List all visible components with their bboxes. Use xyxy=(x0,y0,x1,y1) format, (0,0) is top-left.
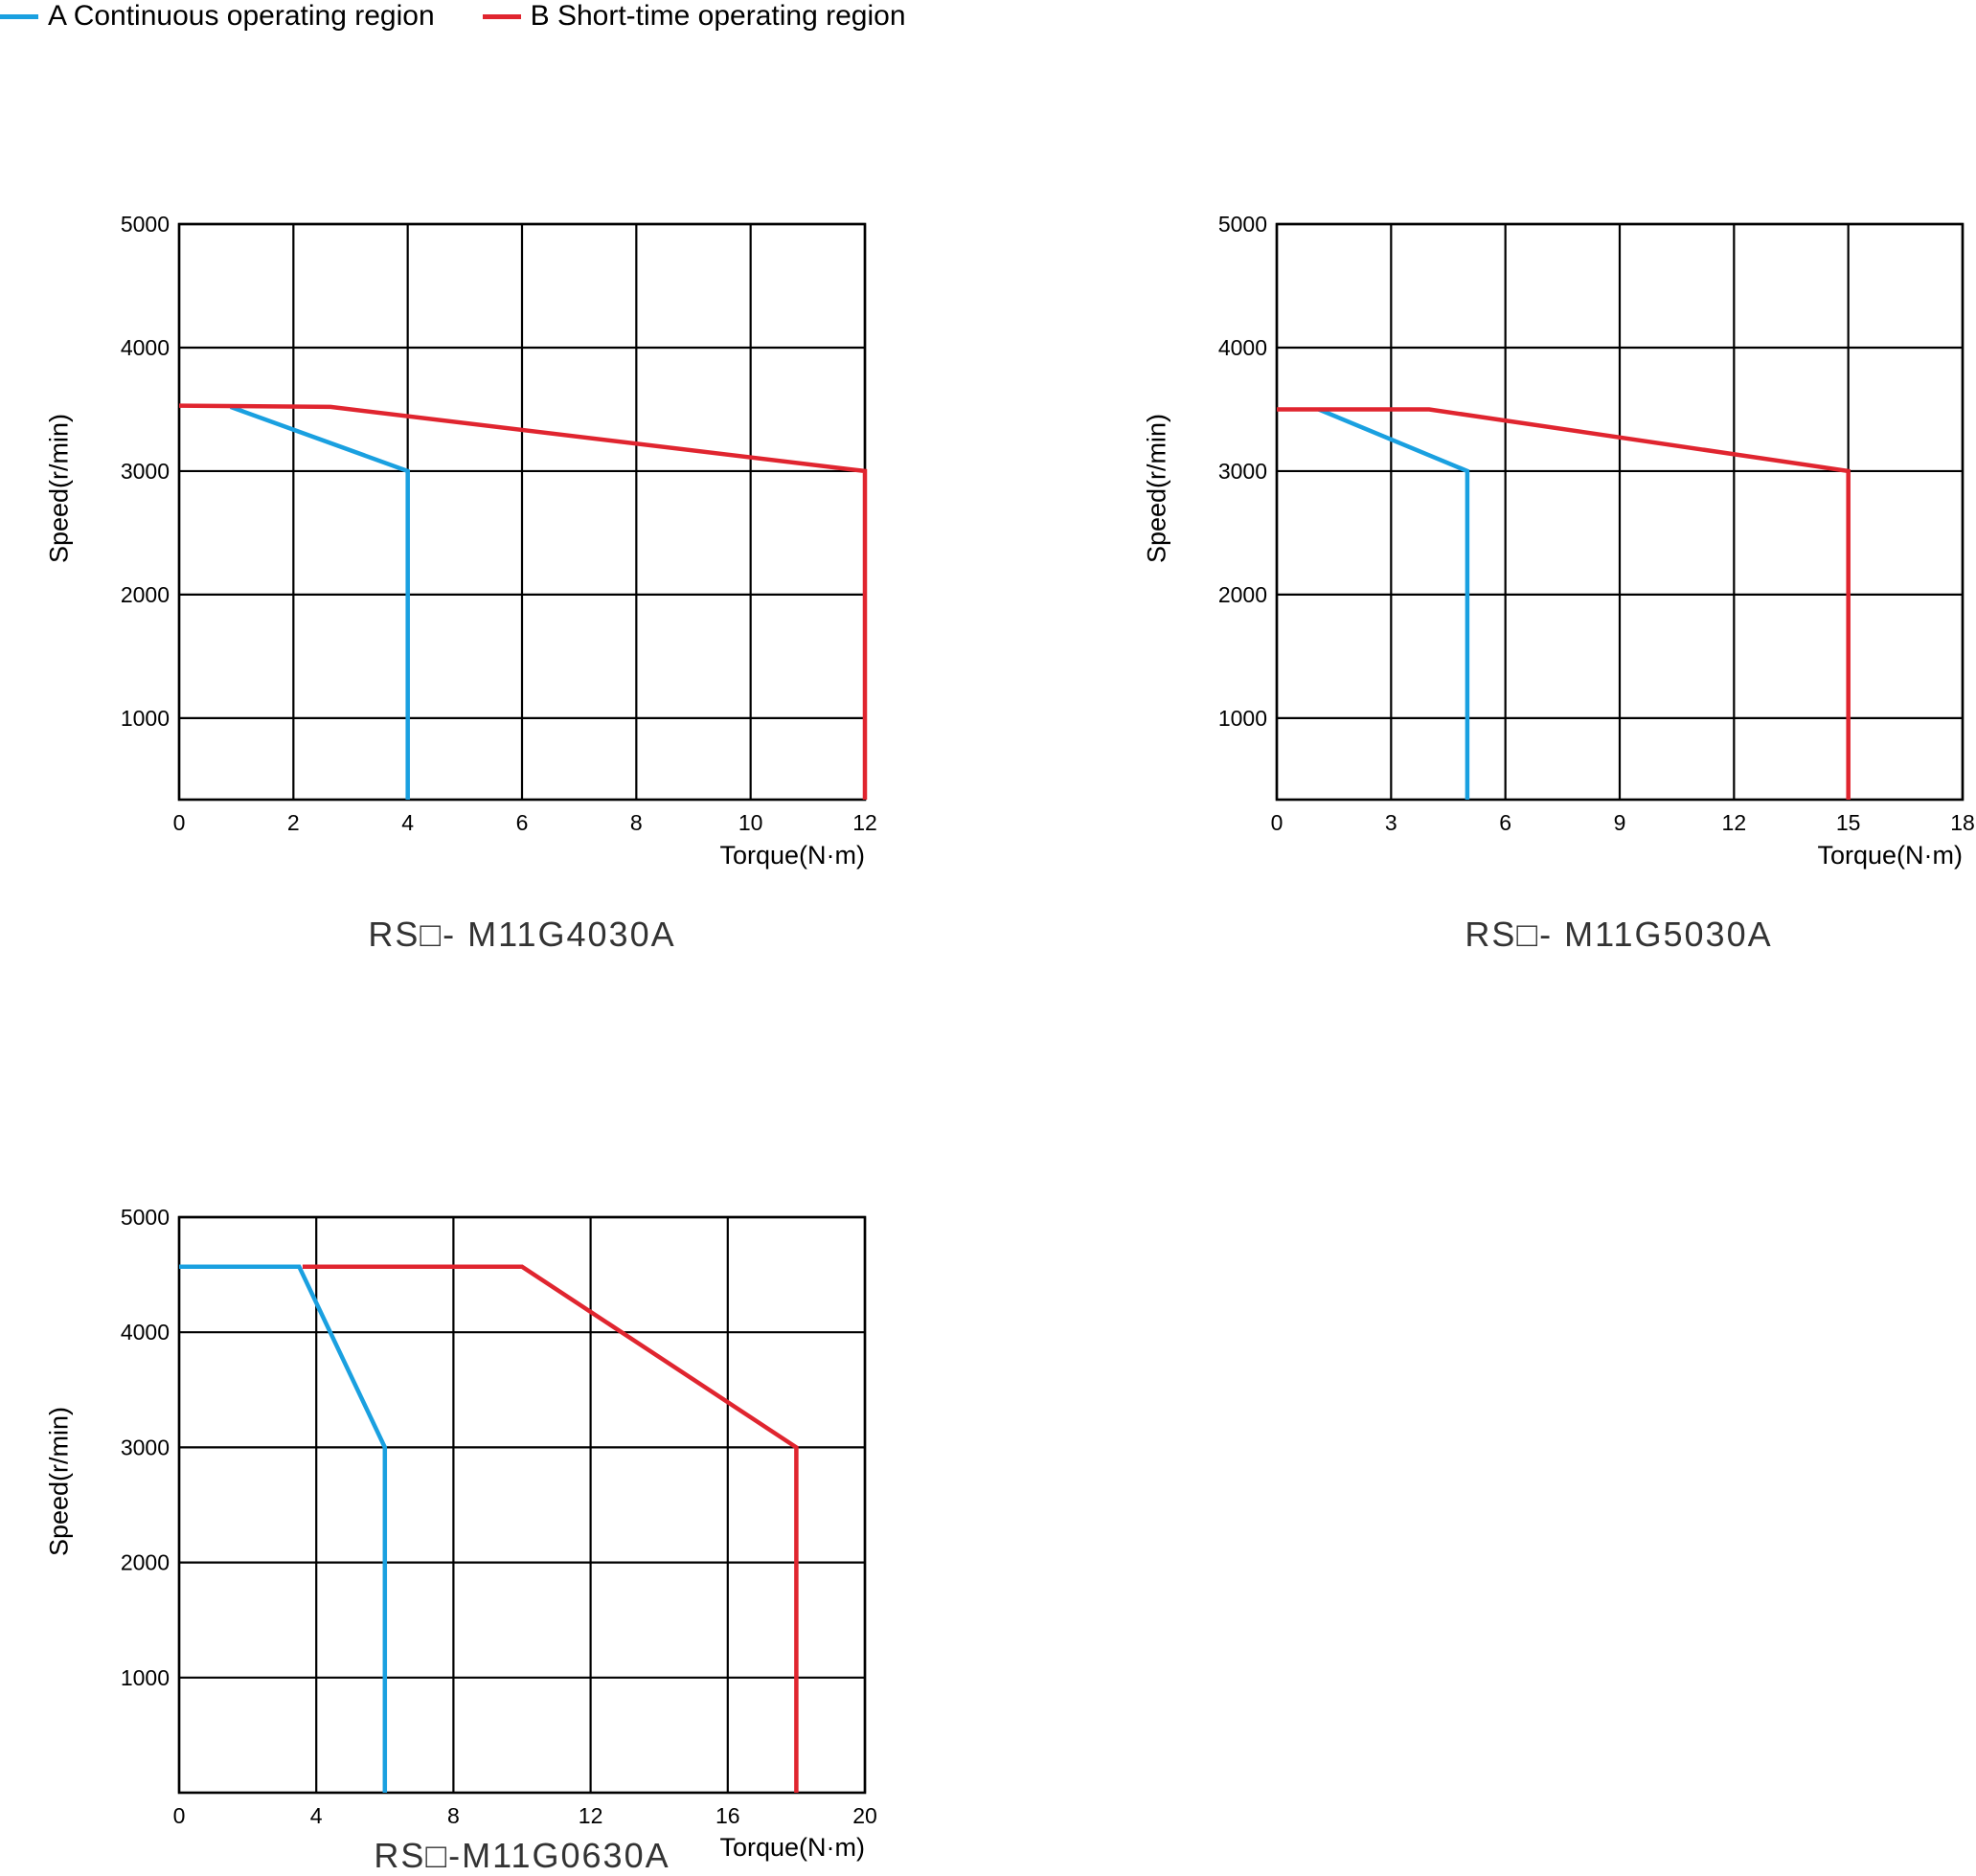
y-tick-label: 1000 xyxy=(1218,706,1267,731)
y-tick-label: 2000 xyxy=(1218,582,1267,607)
x-tick-label: 12 xyxy=(1722,810,1747,835)
chart-title: RS□-M11G0630A xyxy=(374,1836,670,1875)
x-tick-label: 10 xyxy=(738,810,763,835)
legend: A Continuous operating region B Short-ti… xyxy=(0,0,954,33)
y-tick-label: 1000 xyxy=(121,706,170,731)
chart-title: RS□- M11G4030A xyxy=(368,915,676,954)
x-tick-label: 3 xyxy=(1385,810,1397,835)
x-tick-label: 9 xyxy=(1614,810,1626,835)
x-tick-label: 6 xyxy=(1499,810,1511,835)
y-tick-label: 2000 xyxy=(121,1550,170,1575)
legend-item-continuous: A Continuous operating region xyxy=(0,2,435,31)
x-tick-label: 16 xyxy=(715,1803,740,1828)
legend-label-continuous: A Continuous operating region xyxy=(48,0,435,32)
continuous-region-line xyxy=(179,1264,388,1793)
legend-swatch-continuous xyxy=(0,13,38,19)
x-tick-label: 12 xyxy=(852,810,877,835)
y-tick-label: 4000 xyxy=(1218,335,1267,360)
continuous-region-line xyxy=(1317,407,1470,800)
x-tick-label: 15 xyxy=(1836,810,1861,835)
x-tick-label: 6 xyxy=(516,810,529,835)
legend-swatch-short-time xyxy=(482,13,521,19)
y-tick-label: 4000 xyxy=(121,1320,170,1345)
x-tick-label: 12 xyxy=(579,1803,603,1828)
legend-label-short-time: B Short-time operating region xyxy=(530,0,906,32)
x-tick-label: 0 xyxy=(173,810,186,835)
x-tick-label: 2 xyxy=(287,810,300,835)
x-tick-label: 20 xyxy=(852,1803,877,1828)
y-tick-label: 4000 xyxy=(121,335,170,360)
x-tick-label: 0 xyxy=(1271,810,1283,835)
y-axis-label: Speed(r/min) xyxy=(44,1406,74,1557)
chart-title: RS□- M11G5030A xyxy=(1465,915,1773,954)
x-axis-label: Torque(N·m) xyxy=(719,1833,865,1862)
x-axis-label: Torque(N·m) xyxy=(719,841,865,870)
grid xyxy=(177,1215,867,1793)
x-tick-label: 8 xyxy=(630,810,643,835)
y-tick-label: 3000 xyxy=(121,459,170,484)
short-time-region-line xyxy=(1277,407,1851,800)
plot-frame xyxy=(177,1215,867,1795)
x-tick-label: 4 xyxy=(401,810,414,835)
y-tick-label: 5000 xyxy=(121,1205,170,1230)
y-tick-label: 1000 xyxy=(121,1665,170,1690)
plot-frame xyxy=(1275,222,1965,802)
y-tick-label: 2000 xyxy=(121,582,170,607)
y-tick-label: 3000 xyxy=(121,1435,170,1459)
x-tick-label: 0 xyxy=(173,1803,186,1828)
continuous-region-line xyxy=(229,404,410,800)
x-axis-label: Torque(N·m) xyxy=(1817,841,1963,870)
y-tick-label: 3000 xyxy=(1218,459,1267,484)
x-tick-label: 4 xyxy=(310,1803,323,1828)
legend-item-short-time: B Short-time operating region xyxy=(482,0,906,32)
y-tick-label: 5000 xyxy=(121,212,170,237)
short-time-region-line xyxy=(178,403,868,800)
x-tick-label: 8 xyxy=(447,1803,460,1828)
x-tick-label: 18 xyxy=(1950,810,1975,835)
y-tick-label: 5000 xyxy=(1218,212,1267,237)
short-time-region-line xyxy=(302,1264,799,1793)
